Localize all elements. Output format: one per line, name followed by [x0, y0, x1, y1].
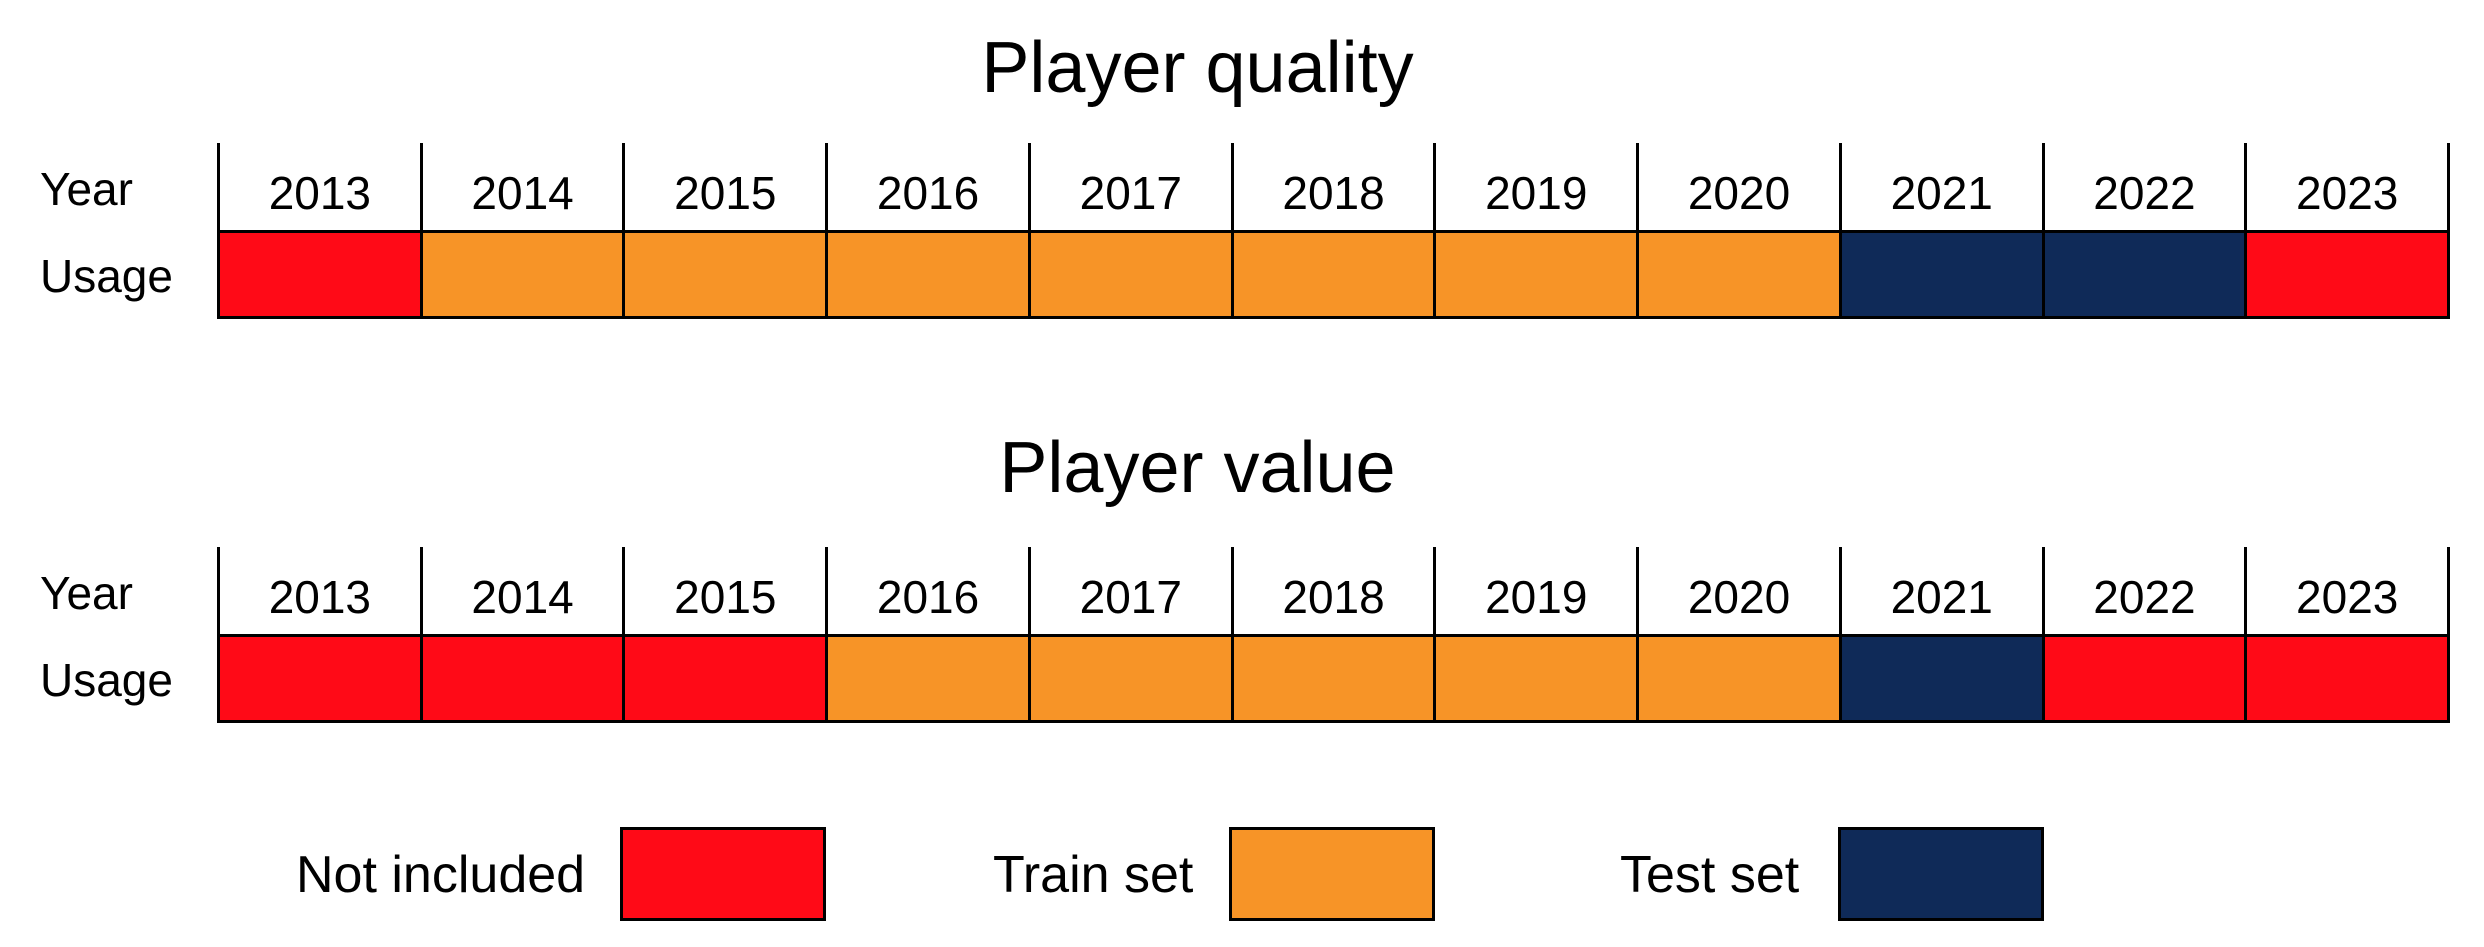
usage-cell-2021: [1841, 637, 2045, 720]
usage-cell-2018: [1233, 637, 1437, 720]
year-cell-2014: 2014: [419, 547, 623, 634]
legend-swatch-train: [1229, 827, 1435, 921]
year-cell-2023: 2023: [2244, 547, 2451, 634]
usage-cell-2015: [625, 233, 829, 316]
usage-cell-2021: [1841, 233, 2045, 316]
usage-row: [217, 634, 2451, 723]
row-label-year: Year: [40, 567, 133, 619]
year-row: 2013 2014 2015 2016 2017 2018 2019 2020 2021 2022…: [217, 143, 2451, 230]
usage-cell-2013: [220, 637, 423, 720]
year-cell-2019: 2019: [1433, 547, 1636, 634]
usage-cell-2017: [1030, 233, 1234, 316]
year-cell-2019: 2019: [1433, 143, 1636, 230]
legend-label-not-included: Not included: [296, 846, 586, 904]
year-cell-2015: 2015: [622, 547, 825, 634]
usage-cell-2022: [2044, 637, 2248, 720]
year-cell-2016: 2016: [825, 143, 1028, 230]
usage-row: [217, 230, 2451, 319]
year-cell-2013: 2013: [217, 547, 420, 634]
year-cell-2021: 2021: [1838, 547, 2042, 634]
usage-cell-2023: [2247, 637, 2451, 720]
usage-cell-2017: [1030, 637, 1234, 720]
usage-cell-2013: [220, 233, 423, 316]
year-cell-2016: 2016: [825, 547, 1028, 634]
usage-cell-2016: [828, 233, 1031, 316]
timeline-player-value: 2013 2014 2015 2016 2017 2018 2019 2020 2021 2022…: [217, 547, 2451, 723]
row-label-usage: Usage: [40, 654, 173, 706]
usage-cell-2016: [828, 637, 1031, 720]
year-cell-2014: 2014: [419, 143, 623, 230]
usage-cell-2019: [1436, 233, 1640, 316]
legend-swatch-not-included: [620, 827, 826, 921]
usage-cell-2020: [1639, 637, 1842, 720]
year-cell-2022: 2022: [2041, 143, 2245, 230]
usage-cell-2019: [1436, 637, 1640, 720]
year-cell-2021: 2021: [1838, 143, 2042, 230]
year-cell-2017: 2017: [1027, 547, 1231, 634]
usage-cell-2015: [625, 637, 829, 720]
year-cell-2013: 2013: [217, 143, 420, 230]
panel-title-player-value: Player value: [999, 428, 1396, 508]
year-cell-2022: 2022: [2041, 547, 2245, 634]
usage-cell-2022: [2044, 233, 2248, 316]
year-row: 2013 2014 2015 2016 2017 2018 2019 2020 2021 2022…: [217, 547, 2451, 634]
year-cell-2020: 2020: [1636, 143, 1839, 230]
usage-cell-2023: [2247, 233, 2451, 316]
usage-cell-2020: [1639, 233, 1842, 316]
usage-cell-2014: [422, 233, 626, 316]
year-cell-2023: 2023: [2244, 143, 2451, 230]
year-cell-2020: 2020: [1636, 547, 1839, 634]
timeline-player-quality: 2013 2014 2015 2016 2017 2018 2019 2020 2021 2022…: [217, 143, 2451, 319]
legend-label-test: Test set: [1620, 846, 1800, 904]
usage-cell-2014: [422, 637, 626, 720]
legend-label-train: Train set: [993, 846, 1194, 904]
row-label-usage: Usage: [40, 250, 173, 302]
panel-title-player-quality: Player quality: [981, 28, 1414, 108]
year-cell-2015: 2015: [622, 143, 825, 230]
legend-swatch-test: [1838, 827, 2044, 921]
row-label-year: Year: [40, 163, 133, 215]
legend: Not included Train set Test set: [0, 827, 2484, 923]
year-cell-2018: 2018: [1230, 143, 1434, 230]
usage-cell-2018: [1233, 233, 1437, 316]
year-cell-2018: 2018: [1230, 547, 1434, 634]
year-cell-2017: 2017: [1027, 143, 1231, 230]
